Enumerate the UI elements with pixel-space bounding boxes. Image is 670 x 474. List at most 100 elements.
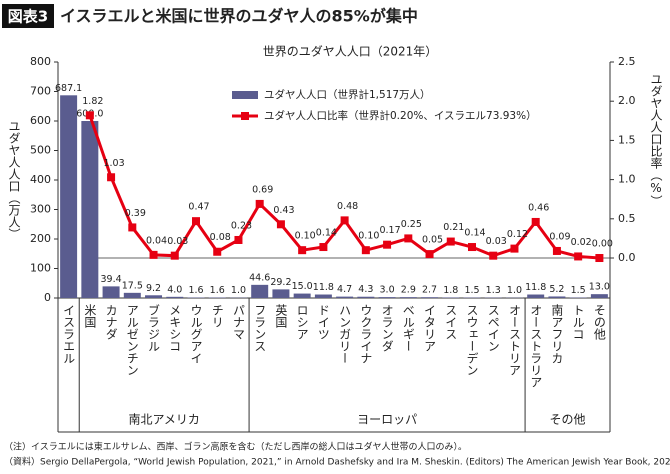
bar (166, 296, 184, 298)
note: （注）イスラエルには東エルサレム、西岸、ゴラン高原を含む（ただし西岸の総人口はユ… (4, 441, 467, 453)
bar-label: 44.6 (249, 272, 270, 283)
x-tick-label: パナマ (231, 304, 245, 340)
marker (531, 217, 540, 226)
bar (399, 297, 417, 298)
bar-label: 1.5 (571, 285, 586, 296)
x-tick-label: スウェーデン (465, 304, 479, 376)
y-tick-label: 300 (30, 203, 51, 216)
point-label: 0.14 (464, 228, 485, 239)
bar-label: 11.8 (313, 282, 334, 293)
bar (293, 293, 311, 298)
point-label: 0.03 (167, 236, 188, 247)
legend-swatch (232, 91, 258, 99)
x-tick-label: ロシア (295, 304, 309, 340)
y2-tick-label: 0.0 (618, 251, 636, 264)
legend-label: ユダヤ人人口比率（世界計0.20%、イスラエル73.93%） (264, 109, 537, 122)
bar-label: 687.1 (55, 83, 82, 94)
marker (361, 246, 370, 255)
marker (128, 223, 137, 232)
marker (404, 234, 413, 243)
point-label: 0.04 (146, 235, 167, 246)
marker (85, 111, 94, 120)
point-label: 0.00 (592, 239, 613, 250)
y2-axis-label: ユダヤ人人口比率（%） (649, 73, 663, 207)
x-tick-label: カナダ (104, 304, 118, 340)
x-tick-label: トルコ (571, 304, 585, 340)
bar (272, 289, 290, 298)
point-label: 0.09 (549, 231, 570, 242)
x-tick-label: アルゼンチン (125, 304, 139, 376)
marker (340, 216, 349, 225)
y-tick-label: 500 (30, 144, 51, 157)
bar-label: 29.2 (270, 277, 291, 288)
point-label: 0.17 (379, 225, 400, 236)
point-label: 0.47 (188, 202, 209, 213)
x-tick-label: ハンガリー (338, 304, 352, 364)
marker (192, 217, 200, 226)
marker (149, 250, 158, 259)
bar-label: 2.7 (422, 285, 437, 296)
marker (255, 199, 264, 208)
bar-label: 15.0 (292, 281, 313, 292)
x-tick-label: スイス (444, 304, 458, 340)
y2-tick-label: 1.0 (618, 173, 636, 186)
bar-label: 3.0 (380, 285, 395, 296)
bar-label: 4.0 (167, 284, 182, 295)
bar (527, 294, 545, 298)
x-tick-label: 南アフリカ (550, 303, 564, 364)
bar (60, 95, 78, 298)
y2-tick-label: 1.5 (618, 133, 636, 146)
chart-title: 世界のユダヤ人人口（2021年） (263, 44, 438, 59)
point-label: 0.43 (273, 205, 294, 216)
x-tick-label: メキシコ (168, 304, 182, 352)
bar (548, 296, 566, 298)
point-label: 0.02 (571, 237, 592, 248)
badge-box (2, 4, 54, 28)
x-tick-label: オーストリア (507, 304, 521, 376)
x-tick-label: オーストラリア (529, 304, 543, 388)
group-label: ヨーロッパ (357, 413, 417, 427)
badge: 図表3 (8, 8, 48, 26)
x-tick-label: その他 (592, 304, 606, 340)
y-tick-label: 800 (30, 55, 51, 68)
marker (107, 173, 116, 182)
note: （資料）Sergio DellaPergola, “World Jewish P… (4, 456, 670, 468)
bar-label: 39.4 (100, 274, 121, 285)
point-label: 0.25 (401, 219, 422, 230)
bar-label: 5.2 (549, 284, 564, 295)
x-tick-label: ドイツ (316, 304, 330, 340)
bar (336, 296, 354, 298)
bar (145, 295, 163, 298)
marker (552, 246, 561, 255)
marker (595, 254, 604, 263)
point-label: 1.03 (103, 158, 124, 169)
legend-label: ユダヤ人人口（世界計1,517万人） (264, 88, 431, 101)
bar (123, 292, 141, 298)
y2-tick-label: 2.0 (618, 94, 636, 107)
bar-label: 1.5 (464, 285, 479, 296)
point-label: 0.10 (358, 231, 379, 242)
point-label: 0.69 (252, 184, 273, 195)
marker (574, 252, 583, 261)
bar-label: 2.9 (401, 285, 416, 296)
marker (234, 235, 243, 244)
bar-label: 1.6 (188, 285, 203, 296)
marker (425, 250, 434, 259)
point-label: 0.48 (337, 201, 358, 212)
y-tick-label: 700 (30, 85, 51, 98)
y-tick-label: 200 (30, 232, 51, 245)
marker (510, 244, 519, 253)
point-label: 0.39 (125, 208, 146, 219)
marker (319, 243, 328, 252)
bar (590, 294, 608, 298)
marker (468, 243, 476, 252)
x-tick-label: ウクライナ (359, 304, 373, 364)
bar (357, 296, 375, 298)
x-tick-label: ベルギー (401, 304, 415, 352)
x-tick-label: フランス (253, 304, 267, 352)
x-tick-label: ウルグアイ (189, 304, 203, 364)
x-tick-label: イスラエル (62, 304, 76, 364)
x-tick-label: チリ (210, 304, 224, 328)
